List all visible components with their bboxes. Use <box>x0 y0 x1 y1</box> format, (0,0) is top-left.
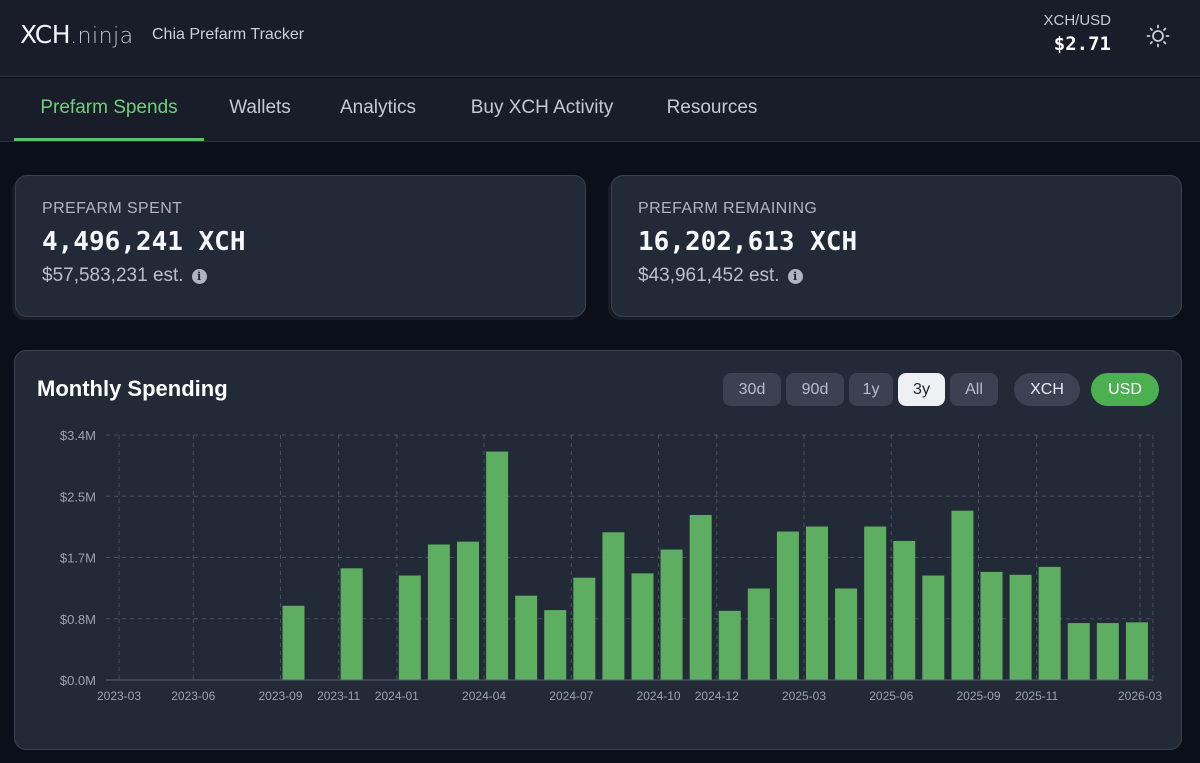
unit-xch-button[interactable]: XCH <box>1014 373 1080 406</box>
bar-2024-03 <box>457 541 479 680</box>
bar-2025-01 <box>747 588 770 680</box>
x-tick-label: 2024-07 <box>549 689 593 703</box>
x-tick-label: 2025-11 <box>1015 689 1058 703</box>
unit-usd-button[interactable]: USD <box>1091 373 1159 406</box>
y-tick-label: $3.4M <box>60 428 96 443</box>
x-tick-label: 2023-11 <box>317 689 360 703</box>
x-tick-label: 2026-03 <box>1118 689 1162 703</box>
sun-icon <box>1146 24 1170 48</box>
card-estimate-text: $43,961,452 est. <box>638 265 780 286</box>
x-tick-label: 2025-06 <box>869 689 913 703</box>
x-tick-label: 2025-09 <box>956 689 1000 703</box>
bar-2026-02 <box>1125 622 1148 680</box>
range-30d-button[interactable]: 30d <box>723 373 781 406</box>
info-icon[interactable]: i <box>787 268 803 284</box>
tab-analytics[interactable]: Analytics <box>339 97 417 118</box>
card-estimate: $43,961,452 est. i <box>638 265 1155 287</box>
y-tick-label: $0.0M <box>60 673 96 688</box>
bar-2024-10 <box>660 549 683 680</box>
bar-2025-08 <box>951 510 974 680</box>
bar-2025-07 <box>922 575 945 680</box>
bar-2024-09 <box>631 573 654 680</box>
x-tick-label: 2024-01 <box>375 689 419 703</box>
bar-2024-06 <box>544 610 567 680</box>
bar-2025-03 <box>806 526 828 680</box>
bar-2024-01 <box>398 575 421 680</box>
card-value: 4,496,241 XCH <box>42 227 246 257</box>
card-estimate: $57,583,231 est. i <box>42 265 559 287</box>
x-tick-label: 2024-12 <box>695 689 739 703</box>
range-3y-button[interactable]: 3y <box>898 373 945 406</box>
range-1y-button[interactable]: 1y <box>849 373 893 406</box>
y-tick-label: $2.5M <box>60 489 96 504</box>
bar-2024-05 <box>515 595 538 680</box>
card-value: 16,202,613 XCH <box>638 227 858 257</box>
tab-prefarm-spends[interactable]: Prefarm Spends <box>14 78 204 141</box>
bar-2025-10 <box>1009 574 1032 680</box>
main-nav: Prefarm Spends Wallets Analytics Buy XCH… <box>0 78 1200 142</box>
theme-toggle-button[interactable] <box>1146 24 1170 48</box>
info-icon[interactable]: i <box>191 268 207 284</box>
bar-2025-11 <box>1038 566 1061 680</box>
range-all-button[interactable]: All <box>950 373 998 406</box>
x-tick-label: 2023-09 <box>258 689 302 703</box>
y-tick-label: $0.8M <box>60 612 96 627</box>
bar-2025-02 <box>776 531 799 680</box>
price-label: XCH/USD <box>1043 12 1111 29</box>
monthly-spending-panel: Monthly Spending 30d 90d 1y 3y All XCH U… <box>14 350 1182 750</box>
card-label: PREFARM REMAINING <box>638 200 818 217</box>
bar-2024-08 <box>602 532 625 680</box>
range-90d-button[interactable]: 90d <box>786 373 844 406</box>
prefarm-remaining-card: PREFARM REMAINING 16,202,613 XCH $43,961… <box>611 175 1182 317</box>
tab-buy-xch-activity[interactable]: Buy XCH Activity <box>470 97 614 118</box>
bar-2025-12 <box>1067 623 1090 680</box>
card-estimate-text: $57,583,231 est. <box>42 265 184 286</box>
tab-wallets[interactable]: Wallets <box>229 97 291 118</box>
prefarm-spent-card: PREFARM SPENT 4,496,241 XCH $57,583,231 … <box>15 175 586 317</box>
bar-2024-02 <box>427 544 450 680</box>
x-tick-label: 2024-10 <box>637 689 681 703</box>
bar-2025-05 <box>864 526 887 680</box>
site-logo[interactable]: XCH.ninja <box>20 20 134 49</box>
y-tick-label: $1.7M <box>60 551 96 566</box>
bar-2024-12 <box>718 610 741 680</box>
x-tick-label: 2024-04 <box>462 689 506 703</box>
bar-2026-01 <box>1096 623 1119 680</box>
bar-2025-06 <box>893 540 916 680</box>
x-tick-label: 2023-03 <box>97 689 141 703</box>
site-subtitle: Chia Prefarm Tracker <box>152 26 305 43</box>
monthly-spending-chart: $0.0M $0.8M $1.7M $2.5M $3.4M 2023-03 2023-06 2… <box>60 428 1162 703</box>
tab-resources[interactable]: Resources <box>666 97 758 118</box>
bar-2023-09 <box>282 605 305 680</box>
top-bar: XCH.ninja Chia Prefarm Tracker XCH/USD $… <box>0 0 1200 77</box>
bar-2023-11 <box>340 568 363 680</box>
price-ticker: XCH/USD $2.71 <box>1043 12 1111 55</box>
card-label: PREFARM SPENT <box>42 200 183 217</box>
bar-2024-11 <box>689 514 712 680</box>
bar-2024-07 <box>573 577 596 680</box>
panel-title: Monthly Spending <box>37 376 228 401</box>
price-value: $2.71 <box>1053 33 1111 55</box>
bar-2025-09 <box>980 571 1003 680</box>
bar-2024-04 <box>486 451 509 680</box>
x-tick-label: 2023-06 <box>171 689 215 703</box>
x-tick-label: 2025-03 <box>782 689 826 703</box>
bar-2025-04 <box>835 588 858 680</box>
